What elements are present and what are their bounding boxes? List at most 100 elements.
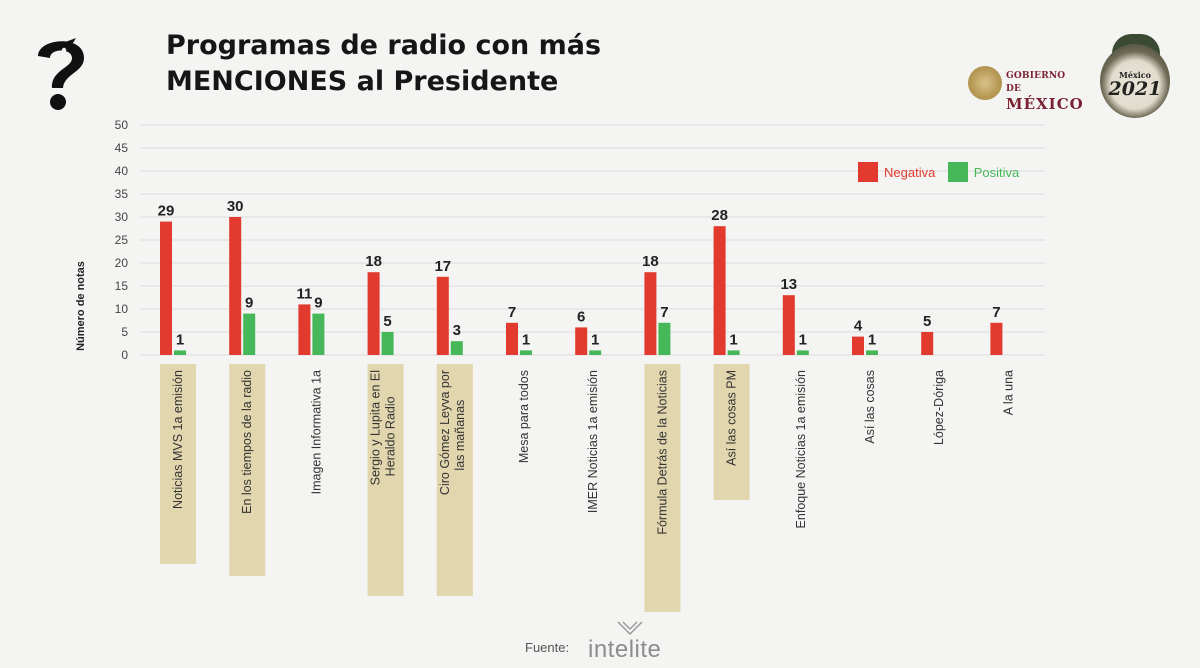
y-tick-label: 15 — [115, 279, 129, 293]
data-label: 1 — [522, 331, 530, 348]
data-label: 1 — [729, 331, 737, 348]
category-highlight — [367, 364, 404, 596]
bar-negativa — [298, 304, 311, 355]
data-label: 17 — [434, 258, 451, 275]
data-label: 1 — [591, 331, 599, 348]
category-label: Sergio y Lupita en ElHeraldo Radio — [369, 370, 398, 485]
bar-negativa — [852, 336, 864, 355]
category-highlight — [160, 364, 196, 564]
data-label: 30 — [227, 198, 244, 215]
bar-negativa — [575, 327, 588, 355]
source-label: Fuente: — [525, 640, 570, 655]
question-mark-bird-icon — [38, 38, 84, 110]
data-label: 28 — [711, 207, 728, 224]
chart-title: Programas de radio con más MENCIONES al … — [166, 28, 601, 100]
category-label: López-Dóriga — [932, 370, 946, 445]
bar-negativa — [921, 332, 934, 355]
data-label: 9 — [245, 295, 253, 312]
legend-label-negativa: Negativa — [884, 164, 936, 180]
category-label: Fórmula Detrás de la Noticias — [655, 370, 669, 535]
bar-positiva — [658, 322, 671, 355]
data-label: 18 — [365, 253, 382, 270]
y-axis-label: Número de notas — [75, 261, 87, 351]
category-label: Ciro Gómez Leyva porlas mañanas — [438, 370, 467, 495]
category-label: Imagen Informativa 1a — [309, 370, 323, 494]
category-label: Enfoque Noticias 1a emisión — [794, 370, 808, 528]
data-label: 9 — [314, 295, 322, 312]
category-highlight — [644, 364, 681, 612]
intelite-wordmark: intelite — [588, 636, 662, 663]
category-label: A la una — [1001, 370, 1015, 415]
emblem-label: México — [1119, 70, 1151, 80]
category-label: Así las cosas PM — [725, 370, 739, 466]
bar-positiva — [866, 350, 878, 355]
intelite-logo-icon: intelite — [584, 620, 684, 663]
y-tick-label: 20 — [115, 256, 129, 270]
data-label: 29 — [158, 203, 175, 220]
category-highlight — [436, 364, 473, 596]
category-label: Noticias MVS 1a emisión — [171, 370, 185, 509]
data-label: 1 — [176, 331, 184, 348]
category-highlight — [229, 364, 266, 576]
title-line-2: MENCIONES al Presidente — [166, 66, 559, 97]
bar-positiva — [589, 350, 602, 355]
category-highlight — [713, 364, 750, 500]
gobierno-line-2: MÉXICO — [1006, 95, 1084, 113]
bar-negativa — [506, 322, 518, 355]
y-tick-label: 40 — [115, 164, 129, 178]
data-label: 18 — [642, 253, 659, 270]
bar-negativa — [229, 217, 242, 355]
bar-negativa — [990, 322, 1003, 355]
intelite-mark — [617, 621, 643, 636]
gobierno-line-1: GOBIERNO DE — [1006, 71, 1066, 94]
data-label: 7 — [508, 304, 516, 321]
title-line-1: Programas de radio con más — [166, 30, 602, 61]
y-tick-label: 50 — [115, 118, 129, 132]
bar-negativa — [367, 272, 380, 355]
data-label: 7 — [992, 304, 1000, 321]
y-tick-label: 0 — [121, 348, 128, 362]
category-label: Así las cosas — [863, 370, 877, 444]
emblem-disc — [1100, 44, 1170, 118]
y-tick-label: 30 — [115, 210, 129, 224]
data-label: 1 — [868, 331, 876, 348]
emblem-2021-icon: México 2021 — [1096, 34, 1174, 120]
category-label: IMER Noticias 1a emisión — [586, 370, 600, 513]
legend-item-positiva: Positiva — [947, 162, 1019, 182]
y-tick-label: 25 — [115, 233, 129, 247]
chart-legend: Negativa Positiva — [858, 162, 1027, 182]
bar-positiva — [174, 350, 186, 355]
category-label: En los tiempos de la radio — [240, 370, 254, 514]
legend-swatch-negativa — [858, 162, 878, 182]
data-label: 6 — [577, 308, 585, 325]
legend-swatch-positiva — [947, 162, 968, 182]
bar-negativa — [644, 272, 657, 355]
bar-negativa — [436, 276, 449, 355]
gobierno-logo: GOBIERNO DE MÉXICO — [968, 66, 1083, 112]
y-tick-label: 45 — [115, 141, 129, 155]
bar-positiva — [243, 313, 256, 355]
data-label: 1 — [799, 331, 807, 348]
data-label: 13 — [780, 276, 797, 293]
bar-positiva — [796, 350, 809, 355]
bar-positiva — [450, 341, 463, 355]
y-tick-label: 10 — [115, 302, 129, 316]
data-label: 4 — [854, 318, 863, 335]
data-label: 7 — [660, 304, 668, 321]
bar-negativa — [160, 221, 172, 355]
data-label: 11 — [296, 285, 312, 302]
government-seal-icon — [968, 66, 1002, 100]
legend-item-negativa: Negativa — [858, 162, 935, 182]
y-tick-label: 35 — [115, 187, 129, 201]
category-label: Mesa para todos — [517, 370, 531, 463]
data-label: 5 — [923, 313, 931, 330]
bar-negativa — [713, 226, 726, 355]
bar-positiva — [520, 350, 532, 355]
bar-positiva — [312, 313, 325, 355]
bar-negativa — [782, 295, 795, 355]
y-tick-label: 5 — [121, 325, 128, 339]
bar-positiva — [727, 350, 740, 355]
bar-positiva — [381, 332, 394, 355]
data-label: 3 — [453, 322, 461, 339]
